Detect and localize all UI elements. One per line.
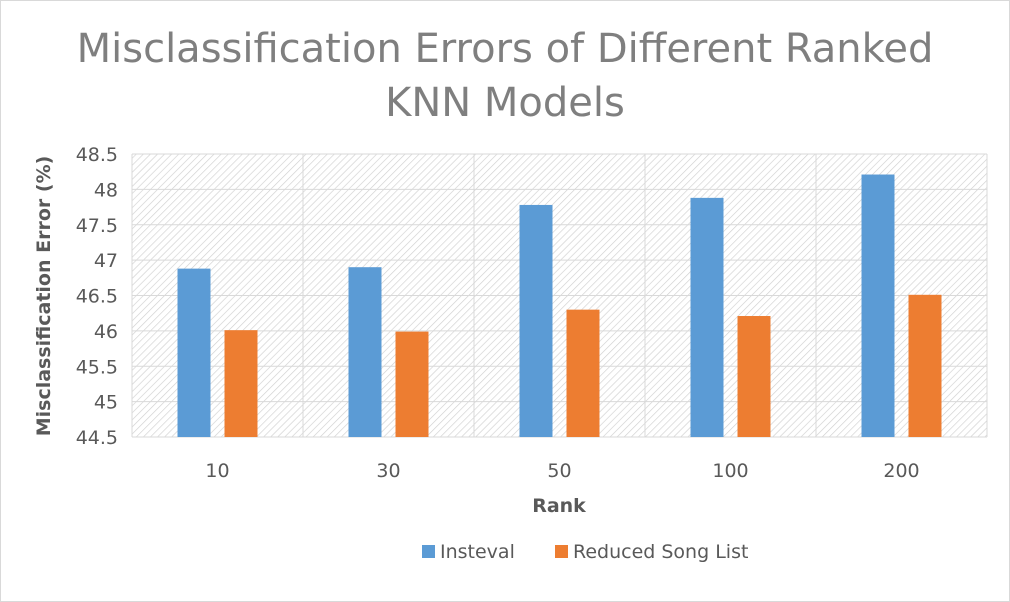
chart-title: Misclassification Errors of Different Ra… (0, 22, 1010, 130)
x-axis-ticks: 10 30 50 100 200 (205, 460, 919, 482)
legend-swatch-reduced-song-list (555, 545, 568, 558)
x-tick-label: 100 (712, 460, 748, 482)
x-tick-label: 30 (376, 460, 400, 482)
y-tick-label: 45.5 (76, 356, 118, 378)
y-tick-label: 48 (94, 179, 118, 201)
x-tick-label: 50 (547, 460, 571, 482)
grid-lines (131, 153, 988, 438)
legend-label: Insteval (440, 541, 515, 563)
y-tick-label: 47 (94, 250, 118, 272)
chart-title-line-2: KNN Models (385, 80, 625, 126)
bar-reduced-song-list-30 (395, 331, 429, 437)
y-tick-label: 45 (94, 392, 118, 414)
bars (177, 174, 942, 437)
y-tick-label: 46 (94, 321, 118, 343)
y-axis-ticks: 44.5 45 45.5 46 46.5 47 47.5 48 48.5 (76, 144, 118, 449)
y-tick-label: 47.5 (76, 215, 118, 237)
y-tick-label: 44.5 (76, 427, 118, 449)
legend: Insteval Reduced Song List (422, 541, 748, 563)
bar-reduced-song-list-10 (224, 330, 258, 437)
x-tick-label: 200 (883, 460, 919, 482)
bar-insteval-30 (348, 267, 382, 437)
y-axis-title: Misclassification Error (%) (33, 156, 55, 437)
y-tick-label: 46.5 (76, 286, 118, 308)
legend-swatch-insteval (422, 545, 435, 558)
x-tick-label: 10 (205, 460, 229, 482)
x-axis-title: Rank (532, 495, 586, 517)
bar-insteval-200 (861, 174, 895, 437)
bar-insteval-50 (519, 204, 553, 437)
bar-reduced-song-list-200 (908, 294, 942, 437)
bar-insteval-100 (690, 197, 724, 437)
bar-insteval-10 (177, 268, 211, 437)
bar-reduced-song-list-50 (566, 309, 600, 437)
chart-title-line-1: Misclassification Errors of Different Ra… (76, 26, 934, 72)
y-tick-label: 48.5 (76, 144, 118, 166)
legend-label: Reduced Song List (573, 541, 748, 563)
bar-reduced-song-list-100 (737, 316, 771, 437)
